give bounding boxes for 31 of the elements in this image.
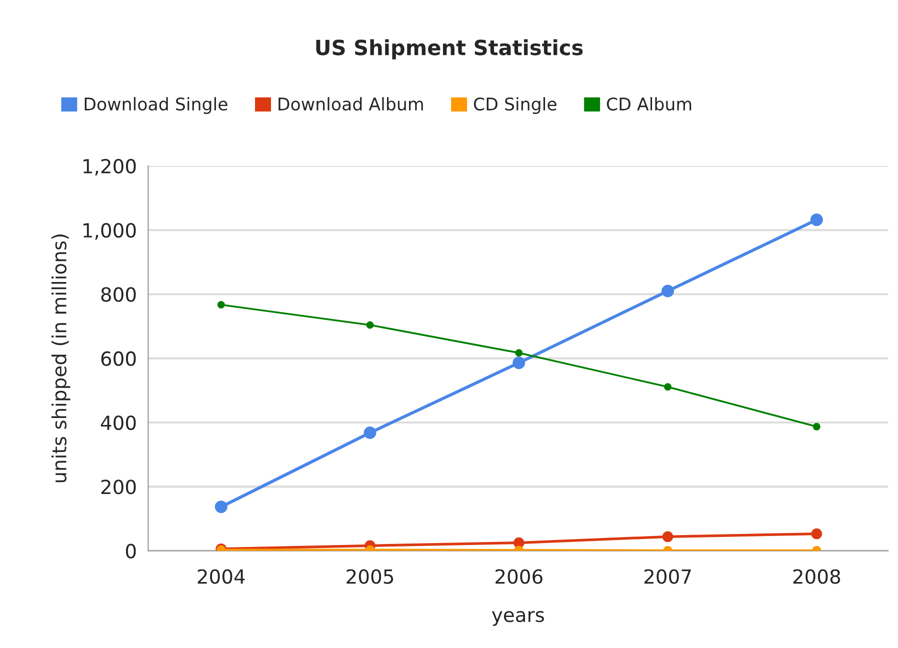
point [662, 531, 674, 542]
point [512, 356, 526, 370]
x-tick-label: 2008 [793, 569, 840, 584]
x-tick-label: 2006 [496, 569, 542, 584]
y-tick-label: 600 [101, 351, 136, 366]
point [811, 528, 822, 540]
legend-label: CD Album [606, 97, 692, 111]
y-tick-label: 800 [101, 287, 136, 302]
x-tick-label: 2005 [346, 569, 394, 584]
legend-label: Download Single [84, 97, 228, 114]
point [662, 284, 674, 298]
point [812, 422, 820, 430]
point [810, 214, 823, 226]
legend-label: Download Album [278, 97, 423, 111]
point [217, 301, 225, 309]
y-tick-label: 200 [101, 480, 136, 494]
x-tick-label: 2007 [644, 569, 691, 584]
y-tick-label: 400 [100, 415, 136, 430]
y-tick-label: 0 [126, 544, 136, 558]
point [214, 500, 228, 514]
y-tick-label: 1,000 [84, 222, 136, 240]
y-axis-title: units shipped (in millions) [51, 234, 70, 482]
x-tick-label: 2004 [198, 569, 245, 584]
point [515, 349, 523, 357]
point [364, 426, 376, 440]
point [366, 321, 374, 329]
y-tick-label: 1,200 [84, 158, 136, 176]
point [664, 383, 672, 391]
x-axis-title: years [492, 611, 544, 626]
legend-label: CD Single [474, 97, 556, 114]
chart-title: US Shipment Statistics [316, 39, 583, 60]
